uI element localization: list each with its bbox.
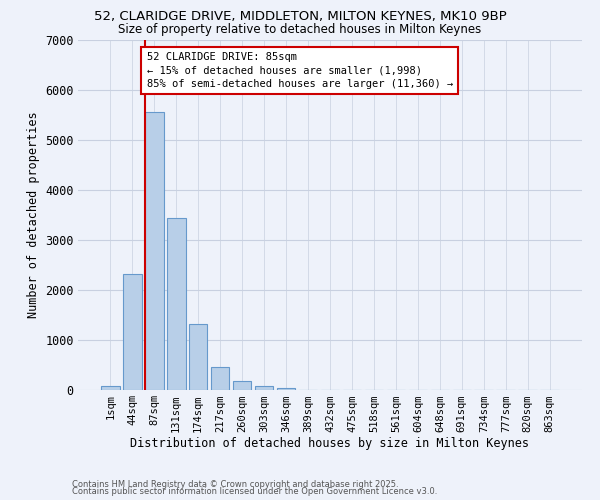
- Bar: [101, 386, 119, 390]
- Text: 52 CLARIDGE DRIVE: 85sqm
← 15% of detached houses are smaller (1,998)
85% of sem: 52 CLARIDGE DRIVE: 85sqm ← 15% of detach…: [146, 52, 453, 89]
- Bar: [277, 388, 295, 390]
- Bar: [211, 367, 229, 390]
- Bar: [145, 112, 164, 390]
- Bar: [189, 324, 208, 390]
- Y-axis label: Number of detached properties: Number of detached properties: [27, 112, 40, 318]
- X-axis label: Distribution of detached houses by size in Milton Keynes: Distribution of detached houses by size …: [131, 437, 530, 450]
- Text: Contains HM Land Registry data © Crown copyright and database right 2025.: Contains HM Land Registry data © Crown c…: [72, 480, 398, 489]
- Bar: [123, 274, 142, 390]
- Bar: [167, 218, 185, 390]
- Bar: [233, 381, 251, 390]
- Text: Size of property relative to detached houses in Milton Keynes: Size of property relative to detached ho…: [118, 22, 482, 36]
- Bar: [255, 386, 274, 390]
- Text: Contains public sector information licensed under the Open Government Licence v3: Contains public sector information licen…: [72, 487, 437, 496]
- Text: 52, CLARIDGE DRIVE, MIDDLETON, MILTON KEYNES, MK10 9BP: 52, CLARIDGE DRIVE, MIDDLETON, MILTON KE…: [94, 10, 506, 23]
